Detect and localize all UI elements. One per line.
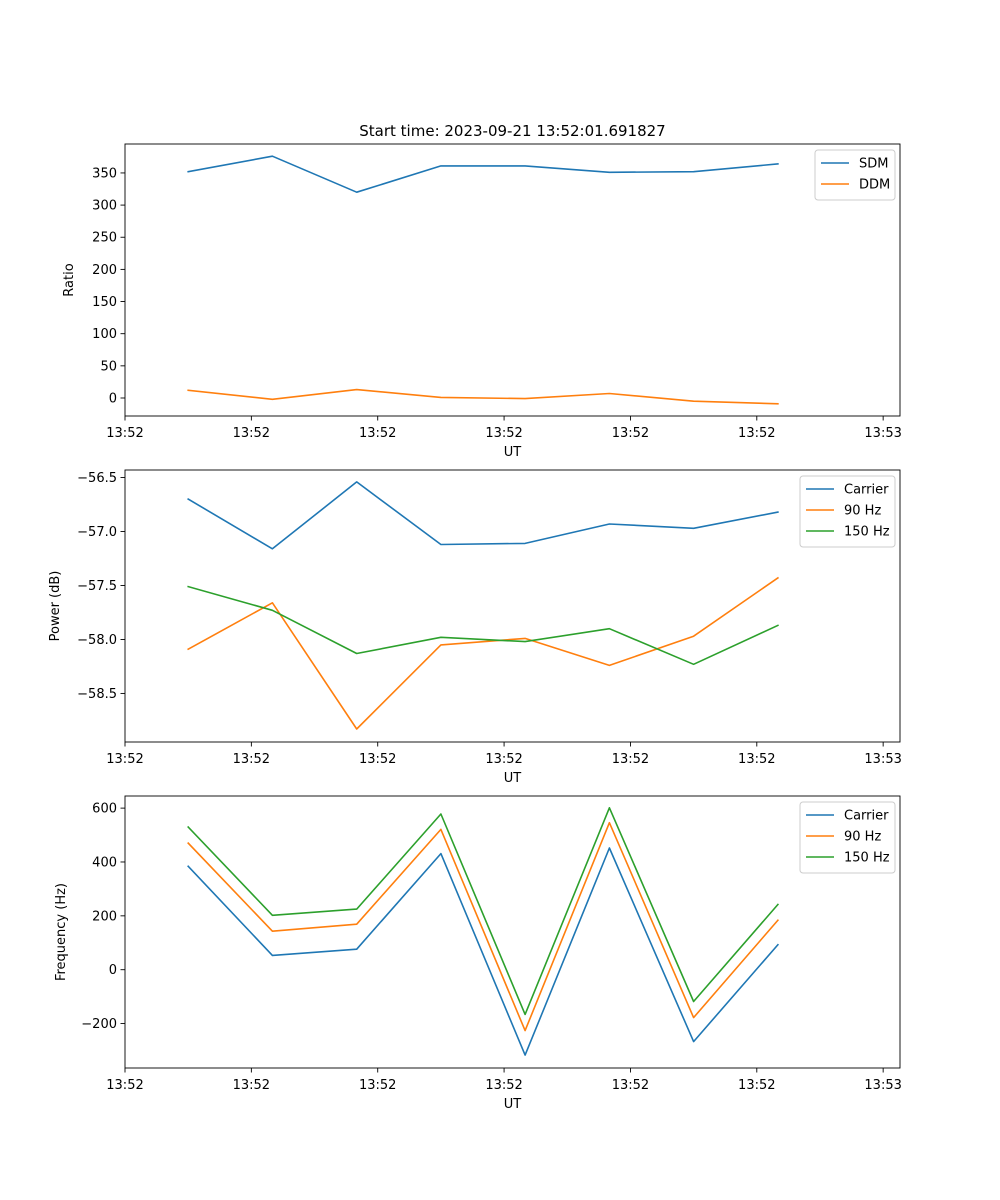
legend: SDM DDM: [814, 149, 896, 201]
x-tick-label: 13:52: [738, 1078, 775, 1093]
chart-title: Start time: 2023-09-21 13:52:01.691827: [359, 122, 665, 140]
series-line-150-hz: [187, 585, 779, 666]
legend: Carrier 90 Hz 150 Hz: [799, 475, 896, 548]
legend-label: 150 Hz: [844, 851, 890, 866]
frequency-subplot: 13:52 13:52 13:52 13:52 13:52 13:52 13:53 −200 0…: [54, 795, 902, 1112]
legend-label: Carrier: [844, 809, 889, 824]
x-tick-label: 13:52: [359, 1078, 396, 1093]
x-tick-label: 13:52: [233, 426, 270, 441]
x-tick-label: 13:52: [106, 426, 143, 441]
y-tick-label: 200: [92, 263, 117, 278]
series-line-150-hz: [187, 806, 780, 1016]
legend-label: Carrier: [844, 483, 889, 498]
y-axis-label: Frequency (Hz): [54, 883, 69, 981]
series-line-90-hz: [187, 576, 780, 730]
x-tick-label: 13:52: [612, 1078, 649, 1093]
y-tick-label: −57.0: [77, 525, 117, 540]
x-tick-label: 13:52: [485, 426, 522, 441]
ratio-subplot: Start time: 2023-09-21 13:52:01.691827 13…: [62, 122, 902, 460]
legend-label: 90 Hz: [844, 504, 881, 519]
y-tick-label: 50: [100, 359, 117, 374]
axes-frame: [124, 795, 901, 1069]
series-line-ddm: [187, 388, 779, 405]
x-tick-label: 13:52: [233, 1078, 270, 1093]
y-tick-label: 350: [92, 166, 117, 181]
x-tick-label: 13:53: [864, 1078, 901, 1093]
x-tick-label: 13:53: [864, 752, 901, 767]
axes-frame: [124, 143, 901, 417]
series-line-sdm: [187, 155, 779, 193]
x-tick-label: 13:52: [738, 426, 775, 441]
y-tick-label: 600: [92, 802, 117, 817]
y-tick-label: 0: [109, 963, 117, 978]
x-tick-label: 13:52: [485, 752, 522, 767]
y-tick-label: 150: [92, 295, 117, 310]
x-tick-label: 13:52: [359, 752, 396, 767]
axes-frame: [124, 469, 901, 743]
legend-box: [799, 475, 896, 548]
y-tick-label: 100: [92, 327, 117, 342]
x-tick-label: 13:52: [106, 752, 143, 767]
y-tick-label: 0: [109, 391, 117, 406]
legend-label: DDM: [859, 178, 890, 193]
x-tick-label: 13:52: [233, 752, 270, 767]
x-tick-label: 13:53: [864, 426, 901, 441]
y-tick-label: −200: [81, 1017, 117, 1032]
legend-label: 150 Hz: [844, 525, 890, 540]
x-tick-label: 13:52: [612, 426, 649, 441]
y-tick-label: 250: [92, 231, 117, 246]
x-tick-label: 13:52: [359, 426, 396, 441]
series-line-90-hz: [187, 821, 780, 1032]
x-tick-label: 13:52: [106, 1078, 143, 1093]
y-tick-label: 300: [92, 199, 117, 214]
y-tick-label: −57.5: [77, 579, 117, 594]
legend: Carrier 90 Hz 150 Hz: [799, 801, 896, 874]
x-tick-label: 13:52: [612, 752, 649, 767]
y-tick-label: −58.5: [77, 687, 117, 702]
x-axis-label: UT: [504, 1097, 522, 1112]
x-axis-label: UT: [504, 771, 522, 786]
legend-box: [799, 801, 896, 874]
y-tick-label: 400: [92, 855, 117, 870]
y-tick-label: 200: [92, 909, 117, 924]
y-axis-label: Power (dB): [48, 571, 63, 642]
x-tick-label: 13:52: [738, 752, 775, 767]
series-line-carrier: [187, 481, 779, 550]
y-tick-label: −56.5: [77, 471, 117, 486]
legend-label: SDM: [859, 157, 888, 172]
x-axis-label: UT: [504, 445, 522, 460]
y-tick-label: −58.0: [77, 633, 117, 648]
series-line-carrier: [187, 847, 780, 1056]
y-axis-label: Ratio: [62, 263, 77, 296]
legend-label: 90 Hz: [844, 830, 881, 845]
x-tick-label: 13:52: [485, 1078, 522, 1093]
power-subplot: 13:52 13:52 13:52 13:52 13:52 13:52 13:53 −58.5…: [48, 469, 902, 786]
